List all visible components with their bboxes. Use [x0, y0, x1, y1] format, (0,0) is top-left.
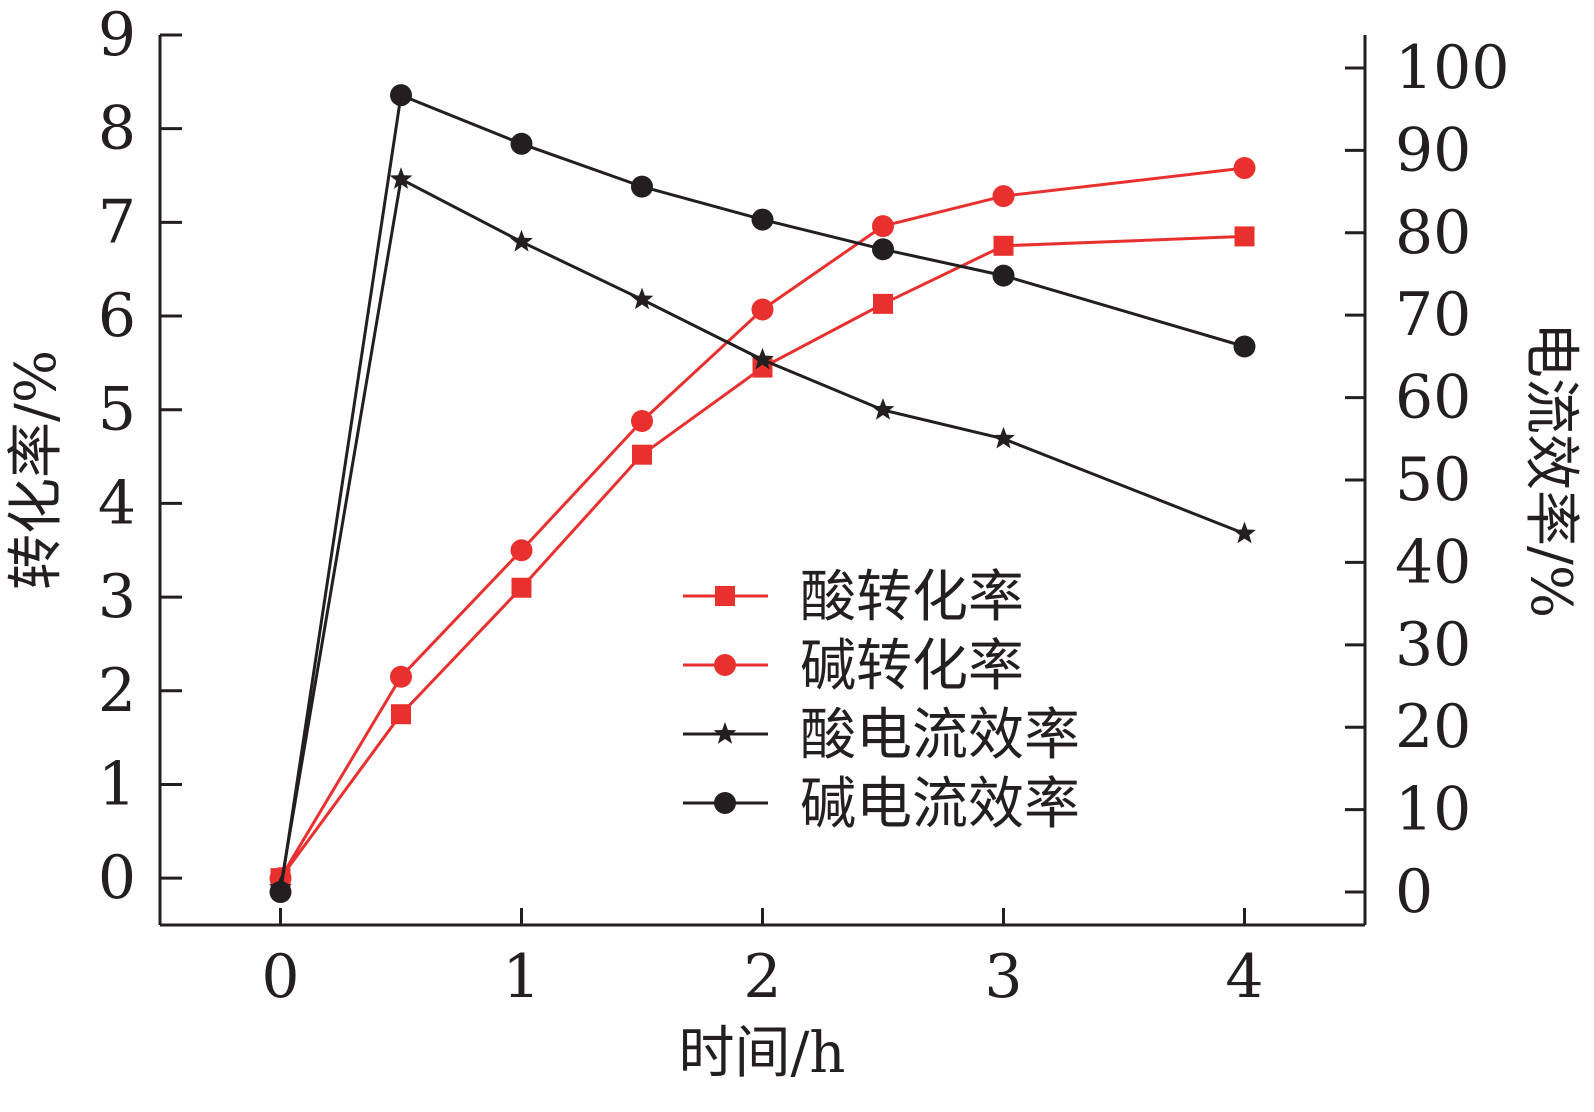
left-y-ticks: 0 1 2 3 4 5 6 7 8 9: [98, 0, 182, 913]
right-y-tick-label: 70: [1395, 280, 1471, 350]
plot-frame: [158, 35, 1367, 927]
legend-swatch-marker: [713, 722, 737, 744]
series-4-point: [751, 208, 774, 231]
series-3-point: [992, 426, 1015, 449]
series-4: [269, 84, 1256, 904]
series-4-point: [269, 881, 292, 904]
series-3-point: [751, 347, 774, 370]
left-y-tick-label: 8: [98, 94, 136, 164]
left-y-tick-label: 3: [98, 562, 136, 632]
series-3-point: [1233, 521, 1256, 544]
series-3-point: [871, 398, 895, 420]
left-y-tick-label: 9: [98, 0, 136, 70]
right-y-tick-label: 100: [1395, 33, 1510, 103]
x-ticks: 0 1 2 3 4: [261, 908, 1264, 1012]
series-4-line: [279, 93, 1245, 893]
series-3-point: [630, 287, 654, 310]
left-y-tick-label: 7: [98, 187, 136, 257]
series-2-point: [1233, 157, 1256, 180]
x-axis-title: 时间/h: [679, 1021, 846, 1086]
legend-label: 酸电流效率: [800, 703, 1080, 768]
series-4-point: [510, 132, 533, 155]
legend-item: 碱转化率: [683, 634, 1024, 699]
series-1-line: [279, 234, 1245, 880]
x-tick-label: 4: [1225, 942, 1263, 1012]
right-y-ticks: 0 10 20 30 40 50 60 70 80 90 100: [1345, 33, 1510, 927]
series-2-point: [390, 665, 412, 688]
x-tick-label: 3: [984, 942, 1022, 1012]
series-2: [269, 157, 1256, 890]
right-y-tick-label: 40: [1395, 527, 1471, 597]
series-1-point: [511, 577, 532, 598]
legend-label: 酸转化率: [800, 565, 1024, 630]
series-2-point: [751, 298, 774, 321]
series-1-point: [632, 444, 652, 465]
left-y-tick-label: 1: [98, 749, 136, 819]
left-y-tick-label: 4: [98, 468, 136, 538]
series-2-line: [279, 166, 1245, 879]
series-3-line: [279, 176, 1246, 889]
series-4-point: [992, 264, 1015, 287]
series-4-point: [872, 238, 894, 261]
series-3-point: [389, 167, 413, 189]
left-y-tick-label: 0: [98, 843, 136, 913]
x-tick-label: 2: [743, 942, 781, 1012]
x-tick-label: 0: [261, 942, 299, 1012]
legend-swatch-marker: [714, 792, 736, 814]
right-y-tick-label: 80: [1395, 198, 1471, 268]
series-2-point: [992, 185, 1015, 208]
series-1-point: [873, 293, 893, 314]
series-2-point: [510, 539, 533, 562]
left-y-tick-label: 2: [98, 656, 136, 726]
right-y-tick-label: 10: [1395, 775, 1471, 845]
right-y-tick-label: 0: [1395, 857, 1433, 927]
series-4-point: [631, 175, 653, 198]
series-1-point: [1234, 226, 1255, 247]
legend-label: 碱转化率: [800, 634, 1024, 699]
series-3: [269, 167, 1256, 898]
legend-swatch-marker: [714, 654, 736, 676]
series-1-point: [993, 235, 1014, 256]
series-1-point: [391, 704, 411, 725]
right-y-tick-label: 60: [1395, 363, 1471, 433]
legend-item: 酸电流效率: [683, 703, 1080, 768]
legend-swatch-marker: [715, 586, 735, 606]
legend-item: 碱电流效率: [683, 772, 1080, 837]
right-y-tick-label: 90: [1395, 115, 1471, 185]
series-1: [270, 226, 1255, 889]
series-layer: [269, 84, 1256, 904]
legend-label: 碱电流效率: [800, 772, 1080, 837]
series-3-point: [510, 229, 533, 252]
x-tick-label: 1: [502, 942, 540, 1012]
legend-item: 酸转化率: [683, 565, 1024, 630]
series-2-point: [872, 215, 894, 238]
right-y-tick-label: 30: [1395, 610, 1471, 680]
right-axis-title: 电流效率/%: [1518, 322, 1583, 618]
series-4-point: [390, 84, 412, 107]
series-2-point: [631, 409, 653, 432]
series-4-point: [1233, 335, 1256, 358]
left-y-tick-label: 6: [98, 281, 136, 351]
left-y-tick-label: 5: [98, 375, 136, 445]
right-y-tick-label: 50: [1395, 445, 1471, 515]
left-axis-title: 转化率/%: [4, 350, 69, 590]
right-y-tick-label: 20: [1395, 692, 1471, 762]
